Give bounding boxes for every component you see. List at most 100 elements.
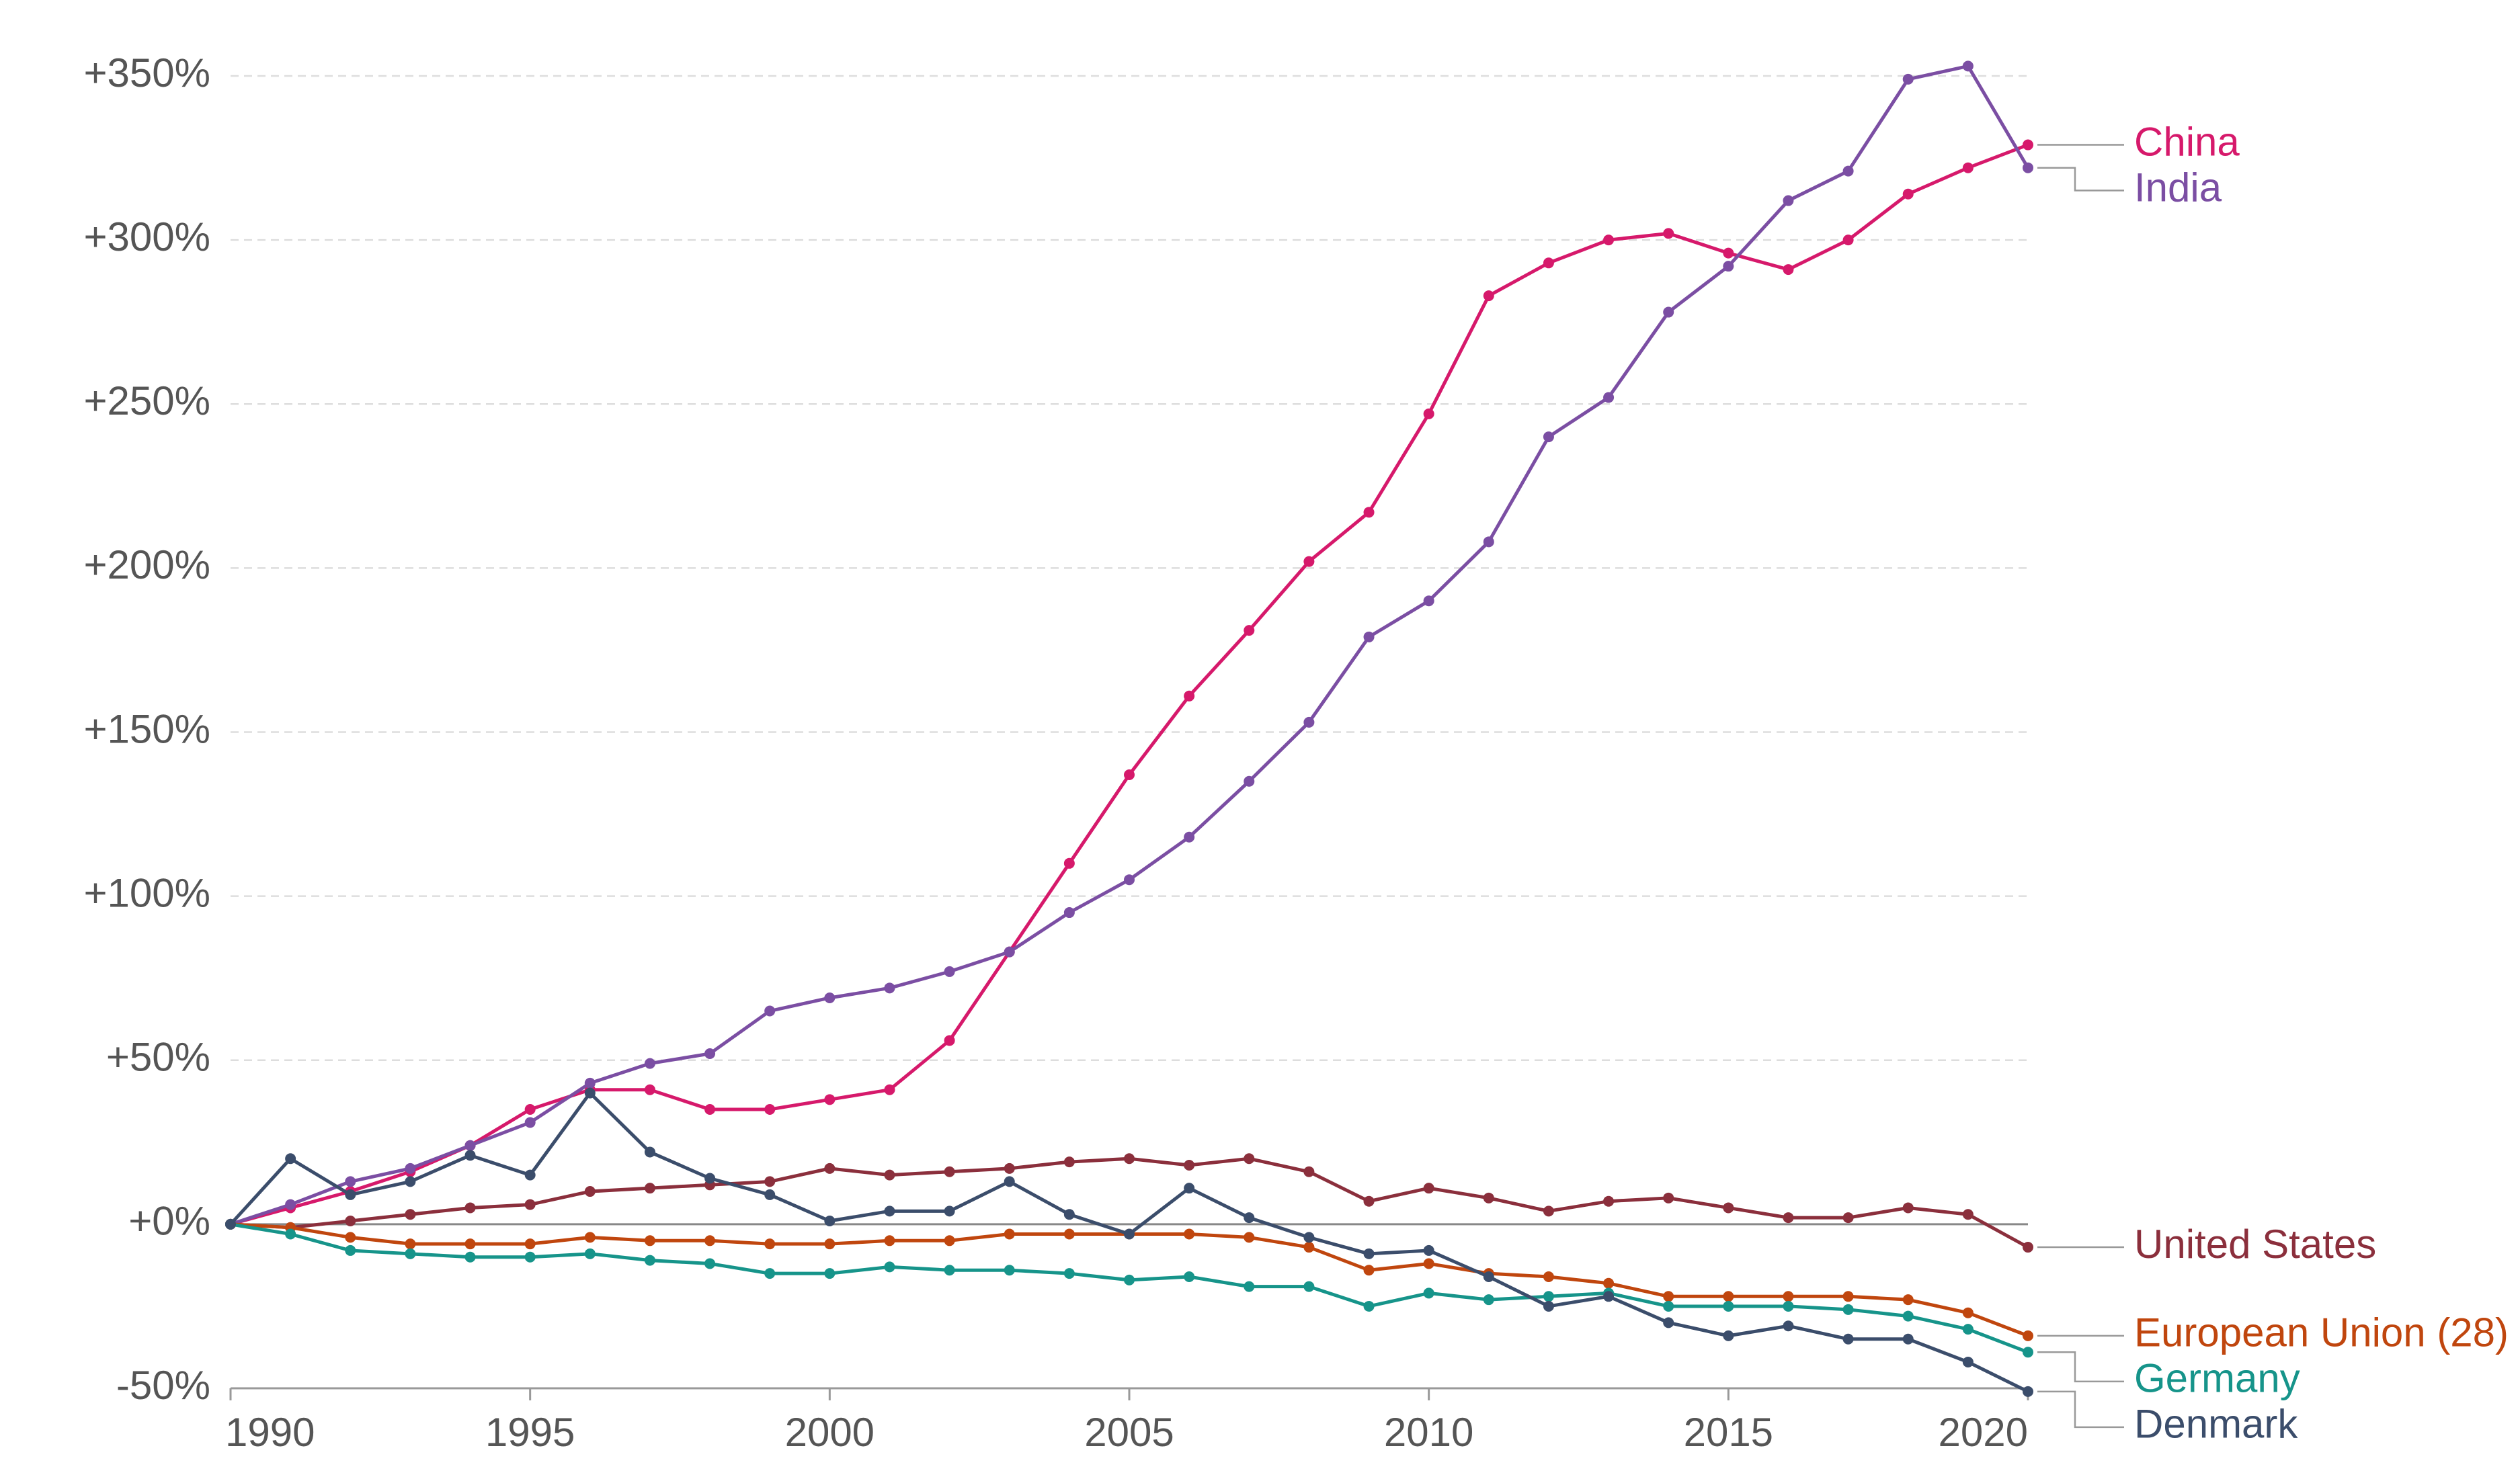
point <box>1063 1156 1075 1168</box>
point <box>1423 408 1434 419</box>
point <box>1063 1228 1075 1240</box>
y-tick-label: +100% <box>84 870 211 915</box>
legend-label: India <box>2134 165 2222 210</box>
point <box>1663 1192 1674 1203</box>
point <box>764 1268 776 1279</box>
point <box>884 1084 895 1095</box>
point <box>884 1169 895 1181</box>
point <box>464 1202 476 1214</box>
y-tick-label: +50% <box>106 1035 210 1080</box>
point <box>1783 1291 1794 1302</box>
point <box>884 1206 895 1217</box>
point <box>1483 536 1494 548</box>
point <box>1004 1176 1015 1187</box>
point <box>1363 1248 1375 1259</box>
point <box>1483 1192 1494 1203</box>
point <box>345 1176 356 1187</box>
point <box>584 1186 596 1197</box>
point <box>1842 1333 1854 1345</box>
point <box>824 1163 836 1174</box>
point <box>345 1215 356 1226</box>
point <box>1063 1268 1075 1279</box>
point <box>704 1235 716 1246</box>
point <box>884 1261 895 1273</box>
point <box>1842 165 1854 177</box>
point <box>1363 1265 1375 1276</box>
legend-label: European Union (28) <box>2134 1310 2509 1355</box>
point <box>1783 1212 1794 1224</box>
point <box>1184 1159 1195 1171</box>
point <box>1543 1291 1554 1302</box>
legend-label: China <box>2134 119 2240 164</box>
point <box>285 1228 296 1240</box>
point <box>1124 769 1135 780</box>
point <box>944 1166 955 1177</box>
point <box>824 1094 836 1105</box>
point <box>1363 631 1375 642</box>
point <box>944 966 955 977</box>
point <box>764 1176 776 1187</box>
point <box>405 1248 416 1259</box>
y-tick-label: +350% <box>84 50 211 95</box>
point <box>524 1169 536 1181</box>
x-tick-label: 2000 <box>785 1410 875 1455</box>
point <box>644 1235 655 1246</box>
legend-label: United States <box>2134 1222 2376 1267</box>
point <box>884 1235 895 1246</box>
point <box>405 1209 416 1220</box>
x-tick-label: 1995 <box>485 1410 575 1455</box>
point <box>644 1058 655 1069</box>
point <box>1423 1183 1434 1194</box>
point <box>2023 1347 2033 1358</box>
point <box>1902 1294 1914 1306</box>
x-tick-label: 2005 <box>1084 1410 1174 1455</box>
y-tick-label: +200% <box>84 542 211 587</box>
point <box>1962 162 1974 173</box>
point <box>704 1258 716 1269</box>
point <box>584 1232 596 1243</box>
point <box>824 1215 836 1226</box>
point <box>1842 1291 1854 1302</box>
point <box>644 1255 655 1266</box>
point <box>524 1103 536 1115</box>
label-connector <box>2037 1390 2124 1429</box>
point <box>1663 306 1674 318</box>
point <box>1603 1277 1615 1289</box>
label-connector <box>2037 167 2124 192</box>
point <box>1124 1228 1135 1240</box>
point <box>1303 556 1315 567</box>
point <box>1723 1202 1734 1214</box>
point <box>1663 1317 1674 1328</box>
point <box>1603 1195 1615 1207</box>
point <box>225 1218 236 1230</box>
legend-label: Denmark <box>2134 1402 2298 1447</box>
point <box>2023 139 2033 151</box>
point <box>1184 1228 1195 1240</box>
point <box>345 1189 356 1200</box>
point <box>2023 1330 2033 1341</box>
point <box>944 1206 955 1217</box>
point <box>764 1238 776 1250</box>
y-tick-label: +150% <box>84 706 211 751</box>
point <box>944 1035 955 1046</box>
point <box>1603 235 1615 246</box>
point <box>764 1189 776 1200</box>
point <box>1962 1307 1974 1318</box>
point <box>405 1163 416 1174</box>
point <box>1842 235 1854 246</box>
point <box>1063 907 1075 919</box>
point <box>464 1140 476 1151</box>
point <box>1543 1206 1554 1217</box>
point <box>1962 1324 1974 1335</box>
point <box>1723 1300 1734 1312</box>
point <box>1423 1244 1434 1256</box>
x-tick-label: 2020 <box>1939 1410 2028 1455</box>
point <box>1962 60 1974 72</box>
point <box>1603 392 1615 403</box>
x-tick-label: 1990 <box>225 1410 315 1455</box>
point <box>464 1251 476 1263</box>
point <box>1303 1242 1315 1253</box>
y-tick-label: +250% <box>84 378 211 423</box>
